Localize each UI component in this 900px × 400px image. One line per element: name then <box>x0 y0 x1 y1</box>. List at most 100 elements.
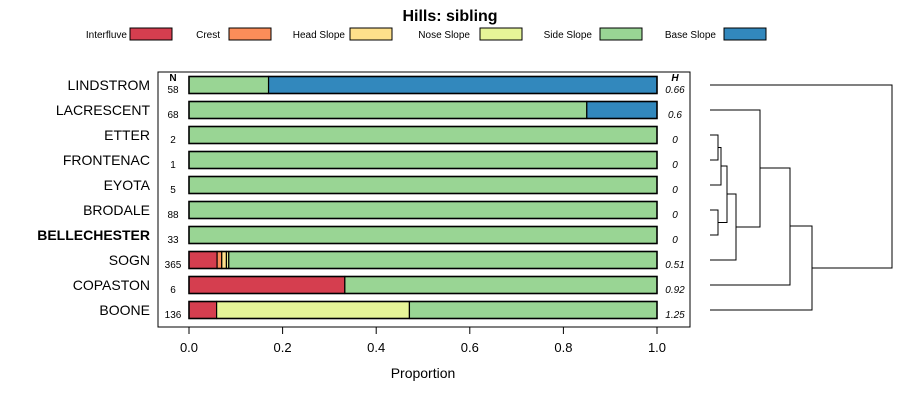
legend-label: Crest <box>196 30 220 41</box>
bar-outline <box>188 200 658 220</box>
row-label: EYOTA <box>104 177 151 193</box>
bar-outline <box>188 175 658 195</box>
dendrogram-link <box>718 165 728 223</box>
x-tick-label: 1.0 <box>648 340 666 355</box>
bar-segment <box>216 300 411 320</box>
bar-outline <box>188 100 658 120</box>
row-h-value: 0 <box>672 135 678 146</box>
bar-segment <box>188 250 218 270</box>
row-n-value: 2 <box>170 135 176 146</box>
bar-segment <box>188 200 658 220</box>
row-n-value: 88 <box>167 210 179 221</box>
legend-swatch <box>349 27 393 41</box>
bar-row: BOONE 136 1.25 <box>99 300 685 321</box>
bar-row: COPASTON 6 0.92 <box>73 275 685 296</box>
x-tick-label: 0.4 <box>367 340 385 355</box>
dendrogram-link <box>710 209 719 236</box>
bar-segment <box>267 75 658 95</box>
bar-segment <box>408 300 658 320</box>
bar-row: LACRESCENT 68 0.6 <box>56 100 682 121</box>
row-n-value: 6 <box>170 285 176 296</box>
row-n-value: 5 <box>170 185 176 196</box>
bar-segment <box>344 275 658 295</box>
x-tick-label: 0.0 <box>180 340 198 355</box>
row-h-value: 0 <box>672 235 678 246</box>
x-tick-label: 0.8 <box>554 340 572 355</box>
bar-segment <box>188 100 588 120</box>
legend-swatch <box>723 27 767 41</box>
row-label: ETTER <box>104 127 150 143</box>
legend-label: Head Slope <box>293 30 346 41</box>
plot-frame <box>157 71 691 328</box>
row-h-value: 0.6 <box>668 110 682 121</box>
h-column-header: H <box>671 73 679 84</box>
legend: Interfluve Crest Head Slope Nose Slope Side … <box>86 27 767 41</box>
row-h-value: 0.51 <box>665 260 684 271</box>
bar-row: EYOTA 5 0 <box>104 175 678 196</box>
legend-label: Interfluve <box>86 30 128 41</box>
x-tick-label: 0.2 <box>274 340 292 355</box>
legend-swatch <box>479 27 523 41</box>
chart-title: Hills: sibling <box>402 8 497 25</box>
bar-row: ETTER 2 0 <box>104 125 678 146</box>
row-n-value: 1 <box>170 160 176 171</box>
bar-segment <box>188 150 658 170</box>
legend-swatch <box>599 27 643 41</box>
bar-segment <box>188 125 658 145</box>
row-h-value: 0.92 <box>665 285 685 296</box>
dendrogram-link <box>710 225 813 311</box>
bar-outline <box>188 150 658 170</box>
row-n-value: 136 <box>165 310 182 321</box>
legend-swatch <box>129 27 173 41</box>
row-label: LINDSTROM <box>68 77 150 93</box>
legend-label: Base Slope <box>665 30 717 41</box>
bar-outline <box>188 250 658 270</box>
bar-row: BELLECHESTER 33 0 <box>37 225 678 246</box>
legend-label: Side Slope <box>544 30 593 41</box>
bar-segment <box>188 175 658 195</box>
row-n-value: 58 <box>167 85 179 96</box>
bar-segment <box>216 250 223 270</box>
bar-segment <box>228 250 658 270</box>
bar-outline <box>188 275 658 295</box>
bar-outline <box>188 125 658 145</box>
bar-segment <box>188 225 658 245</box>
row-label: BOONE <box>99 302 150 318</box>
dendrogram-link <box>710 134 719 161</box>
dendrogram-link <box>710 193 737 261</box>
row-n-value: 365 <box>165 260 182 271</box>
bar-segment <box>188 75 270 95</box>
dendrogram-link <box>710 84 893 269</box>
row-h-value: 0.66 <box>665 85 685 96</box>
bar-segment <box>586 100 658 120</box>
bar-segment <box>188 300 218 320</box>
row-h-value: 0 <box>672 210 678 221</box>
x-axis: 0.0 0.2 0.4 0.6 0.8 1.0 <box>180 327 666 355</box>
row-n-value: 33 <box>167 235 179 246</box>
row-h-value: 1.25 <box>665 310 685 321</box>
bar-outline <box>188 300 658 320</box>
bar-outline <box>188 75 658 95</box>
row-n-value: 68 <box>167 110 179 121</box>
row-h-value: 0 <box>672 160 678 171</box>
legend-swatch <box>228 27 272 41</box>
dendrogram-link <box>710 109 761 228</box>
dendrogram <box>710 84 893 311</box>
row-label: FRONTENAC <box>63 152 150 168</box>
bar-row: FRONTENAC 1 0 <box>63 150 678 171</box>
row-label: BRODALE <box>83 202 150 218</box>
row-label: COPASTON <box>73 277 150 293</box>
row-label: LACRESCENT <box>56 102 151 118</box>
x-tick-label: 0.6 <box>461 340 479 355</box>
n-column-header: N <box>169 73 176 84</box>
bar-outline <box>188 225 658 245</box>
bar-segment <box>221 250 228 270</box>
bar-segment <box>188 275 346 295</box>
bar-row: BRODALE 88 0 <box>83 200 678 221</box>
bar-row: SOGN 365 0.51 <box>109 250 685 271</box>
legend-label: Nose Slope <box>418 30 470 41</box>
row-label: SOGN <box>109 252 150 268</box>
dendrogram-link <box>710 147 722 186</box>
